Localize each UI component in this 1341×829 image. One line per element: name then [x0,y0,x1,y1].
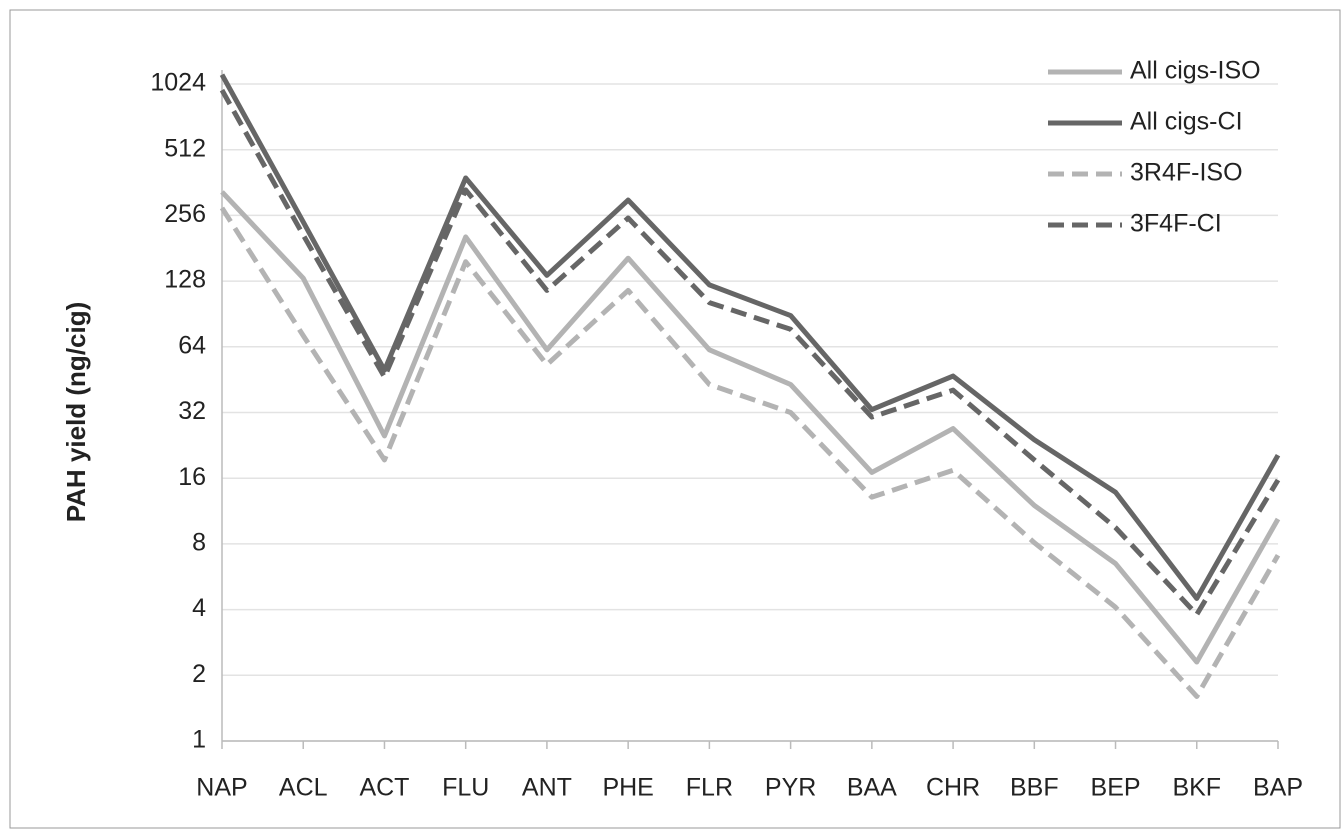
x-tick-label: PHE [602,774,653,802]
x-tick-label: FLU [442,774,489,802]
legend-label: All cigs-CI [1130,108,1243,136]
y-tick-label: 1024 [150,69,206,97]
chart-border [9,9,1341,829]
legend-label: 3R4F-ISO [1130,159,1243,187]
x-tick-label: FLR [686,774,733,802]
x-tick-label: ANT [522,774,572,802]
series-line [219,73,1281,601]
y-axis-title: PAH yield (ng/cig) [61,302,91,523]
x-tick-label: BKF [1172,774,1221,802]
y-tick-label: 512 [164,134,206,162]
y-tick-label: 1 [192,726,206,754]
y-tick-label: 128 [164,266,206,294]
legend-label: All cigs-ISO [1130,57,1261,85]
series-line [220,190,1281,665]
x-tick-label: CHR [926,774,980,802]
series-line [219,206,1281,699]
x-tick-label: ACL [279,774,328,802]
x-tick-label: ACT [359,774,409,802]
x-tick-label: BAA [847,774,897,802]
x-tick-label: BAP [1253,774,1303,802]
x-tick-label: BBF [1010,774,1059,802]
y-tick-label: 32 [178,397,206,425]
x-tick-label: NAP [196,774,247,802]
y-tick-label: 64 [178,331,206,359]
y-tick-label: 2 [192,660,206,688]
series-line [219,88,1281,617]
y-tick-label: 256 [164,200,206,228]
x-tick-label: PYR [765,774,816,802]
legend-label: 3F4F-CI [1130,210,1222,238]
x-tick-label: BEP [1091,774,1141,802]
y-tick-label: 8 [192,529,206,557]
y-tick-label: 4 [192,594,206,622]
y-tick-label: 16 [178,463,206,491]
